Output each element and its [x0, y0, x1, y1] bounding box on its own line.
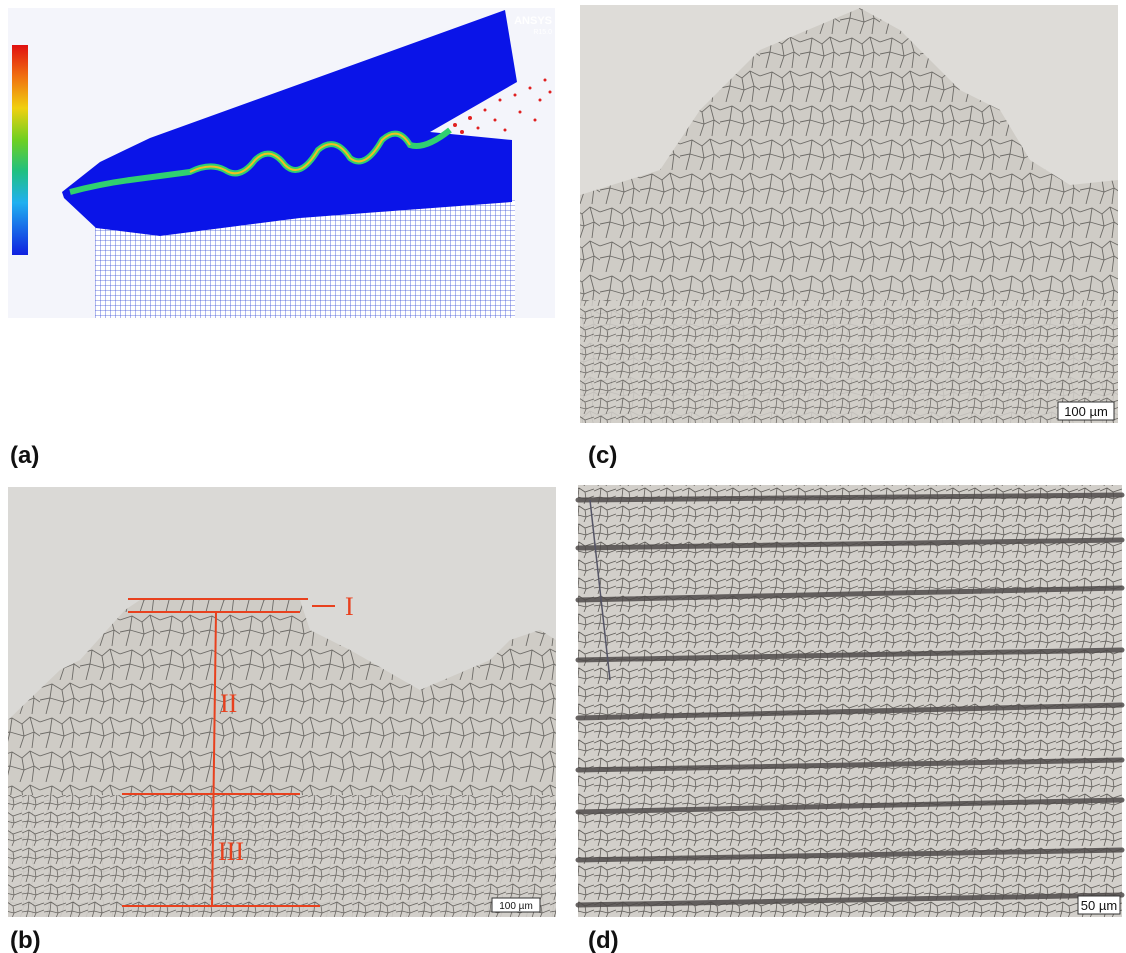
panel-label: (b) — [10, 927, 41, 953]
zone-label: I — [345, 592, 354, 621]
color-bar — [12, 45, 28, 255]
scale-bar: 100 µm — [499, 901, 533, 912]
figure: ANSYS R15.0 (a) 100 µm (c) I II III 100 … — [0, 0, 1126, 953]
panel-a: ANSYS R15.0 (a) — [8, 8, 555, 469]
zone-label: III — [218, 837, 244, 866]
zone-label: II — [220, 689, 237, 718]
panel-label: (d) — [588, 927, 619, 953]
panel-b: I II III 100 µm (b) — [8, 487, 556, 953]
panel-c: 100 µm (c) — [580, 5, 1118, 469]
panel-d: 50 µm (d) — [578, 485, 1122, 953]
panel-label: (a) — [10, 442, 39, 469]
scale-bar: 100 µm — [1064, 404, 1108, 419]
panel-label: (c) — [588, 442, 617, 469]
fine-grain — [8, 795, 556, 917]
fine-grain — [580, 300, 1118, 423]
scale-bar: 50 µm — [1081, 898, 1117, 913]
brand: ANSYS — [514, 15, 552, 27]
version: R15.0 — [533, 29, 552, 36]
